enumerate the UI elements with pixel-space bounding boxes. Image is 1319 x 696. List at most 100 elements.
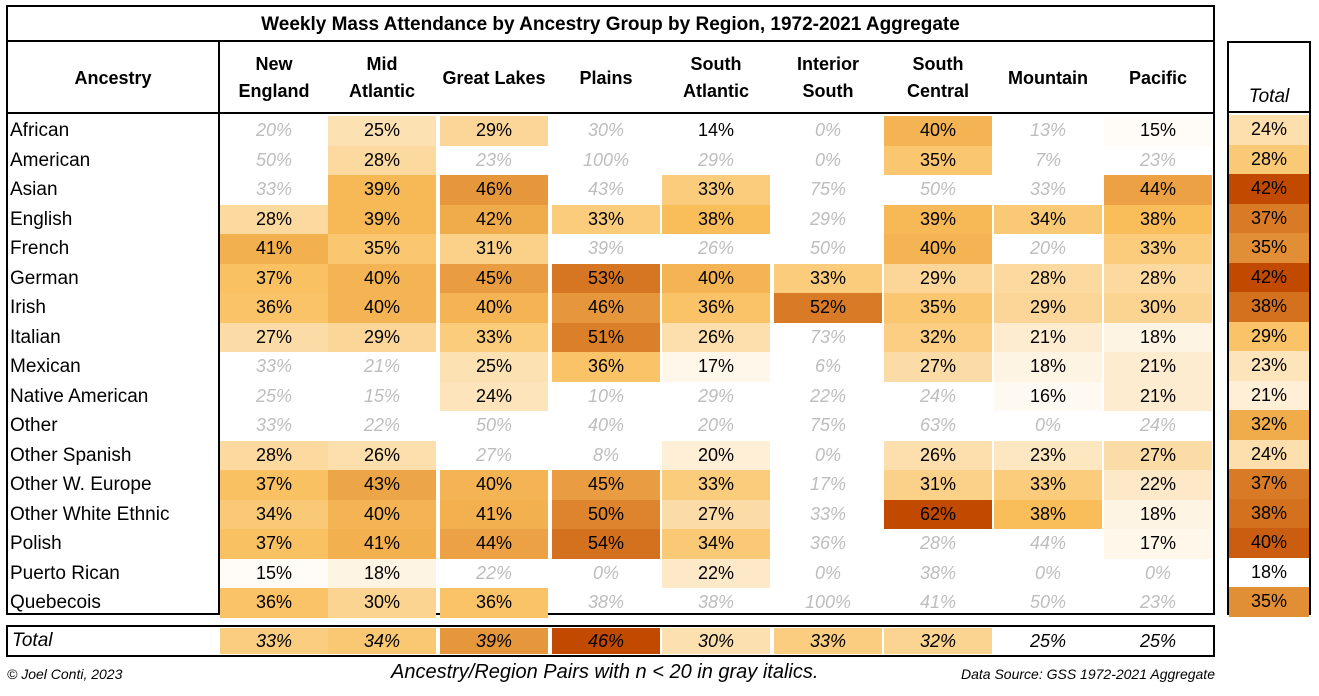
data-cell: 29% [994,293,1102,323]
total-cell: 28% [1229,144,1309,174]
main-table: Weekly Mass Attendance by Ancestry Group… [6,5,1215,618]
data-cell: 39% [587,238,625,258]
data-cell: 40% [328,263,436,293]
data-cell: 45% [440,263,548,293]
data-cell: 33% [809,503,847,524]
data-cell: 50% [255,149,293,170]
data-cell: 23% [994,440,1102,470]
data-cell: 22% [809,385,847,406]
data-cell: 43% [587,179,625,199]
data-cell: 28% [919,533,957,553]
data-cell: 15% [1104,116,1212,146]
column-header: New England [238,54,310,101]
data-cell: 46% [552,293,660,323]
data-cell: 18% [1104,499,1212,529]
data-cell: 10% [587,385,625,406]
data-cell: 13% [1029,120,1067,140]
data-cell: 44% [440,529,548,559]
total-cell: 42% [1229,262,1309,292]
data-cell: 40% [440,470,548,500]
row-label: French [10,238,70,259]
data-cell: 28% [994,263,1102,293]
data-cell: 100% [804,592,852,612]
data-cell: 26% [662,322,770,352]
header-row: Ancestry New England Mid Atlantic Great La… [8,42,1213,114]
data-cell: 35% [884,145,992,175]
data-cell: 21% [994,322,1102,352]
data-cell: 38% [994,499,1102,529]
column-header: South Atlantic [682,54,749,101]
row-label: Other White Ethnic [10,503,170,525]
data-cell: 21% [1104,352,1212,382]
data-source: Data Source: GSS 1972-2021 Aggregate [961,666,1215,682]
data-cell: 27% [884,352,992,382]
data-cell: 73% [809,326,847,347]
data-cell: 8% [592,444,619,465]
data-cell: 29% [328,322,436,352]
data-cell: 18% [328,558,436,588]
total-row-cell: 32% [884,628,992,654]
data-cell: 75% [809,179,847,199]
data-cell: 40% [328,499,436,529]
data-cell: 28% [220,440,328,470]
data-cell: 41% [220,234,328,264]
row-label: Other [10,415,58,436]
total-row-label: Total [12,630,53,651]
total-cell: 21% [1229,380,1309,410]
data-cell: 50% [475,415,513,435]
data-cell: 30% [1104,293,1212,323]
data-cell: 38% [919,562,957,583]
total-cell: 29% [1229,321,1309,351]
data-cell: 24% [440,381,548,411]
data-cell: 15% [220,558,328,588]
row-label: African [10,120,70,141]
column-header: Great Lakes [442,67,546,88]
row-label: Puerto Rican [10,562,120,584]
chart-title: Weekly Mass Attendance by Ancestry Group… [8,7,1213,42]
data-cell: 34% [220,499,328,529]
total-row-cell: 33% [220,628,328,654]
data-cell: 39% [884,204,992,234]
data-cell: 53% [552,263,660,293]
total-row-cell: 25% [1104,628,1212,654]
data-cell: 40% [328,293,436,323]
total-cell: 35% [1229,587,1309,617]
data-cell: 34% [994,204,1102,234]
row-label: Native American [10,385,149,407]
data-cell: 0% [814,444,841,465]
data-cell: 44% [1104,175,1212,205]
data-cell: 40% [662,263,770,293]
data-cell: 28% [328,145,436,175]
data-cell: 32% [884,322,992,352]
data-cell: 0% [1144,562,1171,583]
column-header: South Central [906,54,969,101]
column-header: Plains [579,67,633,88]
data-cell: 29% [697,149,735,170]
data-cell: 17% [662,352,770,382]
total-cell: 24% [1229,439,1309,469]
total-row-cell: 33% [774,628,882,654]
data-cell: 51% [552,322,660,352]
data-cell: 33% [255,179,293,199]
data-cell: 14% [662,116,770,146]
data-cell: 28% [1104,263,1212,293]
data-cell: 23% [1139,149,1177,170]
data-cell: 25% [255,385,293,406]
column-header: Interior South [796,54,859,101]
data-cell: 37% [220,529,328,559]
data-cell: 23% [475,149,513,170]
column-header: Mid Atlantic [348,54,415,101]
data-cell: 54% [552,529,660,559]
data-cell: 75% [809,415,847,435]
data-cell: 7% [1034,149,1061,170]
data-cell: 26% [328,440,436,470]
column-header: Mountain [1008,67,1088,88]
data-cell: 0% [814,562,841,583]
total-cell: 18% [1229,557,1309,587]
data-cell: 33% [662,470,770,500]
data-cell: 34% [662,529,770,559]
total-cell: 38% [1229,498,1309,528]
data-cell: 20% [1029,238,1067,258]
data-cell: 40% [440,293,548,323]
data-cell: 29% [884,263,992,293]
